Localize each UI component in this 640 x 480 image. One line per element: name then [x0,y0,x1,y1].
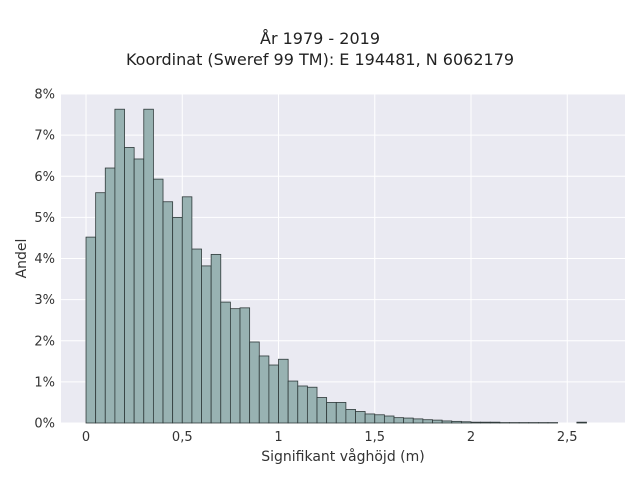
histogram-bar [114,108,125,424]
histogram-bar [229,308,241,424]
histogram-bar [345,409,356,424]
x-tick-label: 0 [82,430,90,445]
histogram-bar [480,421,491,424]
histogram-bar [326,402,337,424]
histogram-bar [306,386,318,424]
histogram-bar [316,397,328,424]
histogram-bar [287,380,299,424]
y-tick-label: 1% [34,375,55,390]
histogram-bar [210,253,222,424]
histogram-bar [576,421,587,424]
histogram-bar [85,236,97,424]
x-tick-label: 1 [274,430,282,445]
x-tick-label: 0,5 [172,430,193,445]
histogram-bar [152,178,164,424]
histogram-bar [249,341,260,424]
histogram-bar [268,364,279,424]
histogram-bar [143,108,154,424]
histogram-bar [470,421,482,424]
histogram-bar [124,147,135,424]
histogram-bar [239,307,251,424]
histogram-bar [104,167,116,424]
x-tick-label: 1,5 [364,430,385,445]
y-tick-label: 2% [34,334,55,349]
y-tick-label: 4% [34,252,55,267]
y-tick-label: 0% [34,417,55,432]
histogram-bar [278,358,289,424]
histogram-bar [432,419,443,424]
x-axis-label: Signifikant våghöjd (m) [261,448,424,465]
chart-title: År 1979 - 2019 [260,29,380,48]
x-tick-label: 2 [467,430,475,445]
histogram-bar [441,420,453,424]
y-tick-label: 3% [34,293,55,308]
histogram-bar [489,421,501,424]
histogram-bar [95,192,106,424]
histogram-bar [335,402,347,424]
y-tick-label: 8% [34,88,55,103]
histogram-bar [201,265,212,424]
histogram-bar [181,196,193,424]
histogram-bar [403,417,414,424]
y-tick-label: 6% [34,170,55,185]
y-tick-label: 5% [34,211,55,226]
histogram-bar [393,417,405,424]
histogram-bar [451,420,462,424]
y-axis-ticks: 0% 1% 2% 3% 4% 5% 6% 7% 8% [34,88,55,432]
histogram-bar [172,216,183,424]
histogram-bar [412,418,424,424]
histogram-bar [258,355,270,424]
y-tick-label: 7% [34,129,55,144]
chart-subtitle: Koordinat (Sweref 99 TM): E 194481, N 60… [125,50,515,69]
histogram-bar [383,415,395,424]
histogram-bar [422,419,433,424]
histogram-bar [133,158,145,424]
histogram-bar [297,385,308,424]
x-axis-ticks: 0 0,5 1 1,5 2 2,5 [82,430,578,445]
histogram-bar [191,248,202,424]
histogram-bar [374,414,385,424]
histogram-bars [85,108,587,424]
histogram-bar [162,201,174,424]
histogram-bar [355,411,366,424]
histogram-bar [220,301,231,424]
histogram-bar [460,421,472,424]
y-axis-label: Andel [14,239,30,279]
histogram-bar [364,413,376,424]
grid-lines [61,93,625,424]
x-tick-label: 2,5 [557,430,578,445]
